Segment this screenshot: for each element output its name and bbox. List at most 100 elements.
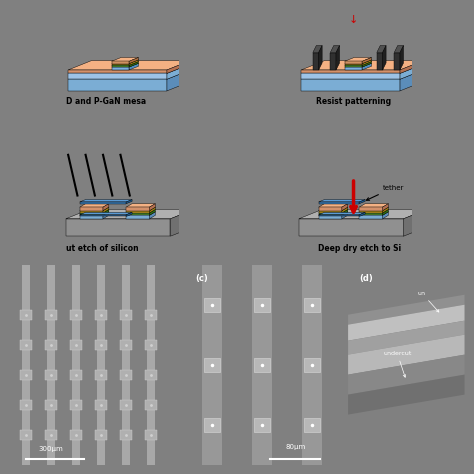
Bar	[120, 400, 132, 410]
Bar	[70, 310, 82, 319]
Bar	[252, 265, 272, 465]
Text: ↓: ↓	[349, 15, 358, 25]
Bar	[254, 298, 270, 312]
Polygon shape	[394, 46, 403, 53]
Polygon shape	[359, 210, 388, 213]
Polygon shape	[80, 204, 109, 207]
Bar	[20, 400, 32, 410]
Bar	[122, 265, 130, 465]
Polygon shape	[319, 215, 342, 219]
Polygon shape	[103, 212, 109, 219]
Polygon shape	[348, 321, 465, 355]
Bar	[254, 358, 270, 372]
Text: Resist patterning: Resist patterning	[316, 97, 391, 106]
Polygon shape	[103, 210, 109, 215]
Polygon shape	[126, 210, 155, 213]
Polygon shape	[362, 62, 372, 67]
Polygon shape	[68, 70, 167, 73]
Bar	[145, 370, 157, 380]
Polygon shape	[68, 79, 167, 91]
Polygon shape	[394, 53, 400, 70]
Polygon shape	[126, 200, 132, 204]
Bar	[303, 418, 320, 431]
Bar	[120, 429, 132, 439]
Polygon shape	[400, 70, 423, 91]
Polygon shape	[319, 210, 342, 213]
Polygon shape	[345, 64, 372, 67]
Polygon shape	[313, 46, 322, 53]
Bar	[45, 429, 57, 439]
Polygon shape	[319, 200, 365, 202]
Polygon shape	[336, 46, 339, 70]
Bar	[145, 310, 157, 319]
Polygon shape	[330, 46, 339, 53]
Polygon shape	[129, 64, 138, 70]
Polygon shape	[129, 60, 138, 65]
Bar	[204, 298, 220, 312]
Polygon shape	[80, 213, 103, 215]
Polygon shape	[319, 213, 342, 215]
Polygon shape	[126, 207, 155, 210]
Polygon shape	[80, 215, 126, 217]
Polygon shape	[167, 64, 190, 79]
Bar	[45, 400, 57, 410]
Bar	[95, 370, 107, 380]
Bar	[95, 310, 107, 319]
Polygon shape	[400, 61, 423, 73]
Polygon shape	[167, 70, 190, 91]
Bar	[95, 429, 107, 439]
Bar	[303, 358, 320, 372]
Polygon shape	[403, 210, 427, 236]
Polygon shape	[319, 204, 348, 207]
Polygon shape	[126, 212, 132, 217]
Polygon shape	[348, 335, 465, 374]
Polygon shape	[126, 204, 155, 207]
Bar	[20, 370, 32, 380]
Bar	[254, 418, 270, 431]
Polygon shape	[299, 219, 403, 236]
Polygon shape	[80, 207, 103, 210]
Polygon shape	[68, 61, 190, 70]
Bar	[22, 265, 30, 465]
Text: tether: tether	[366, 185, 404, 201]
Polygon shape	[383, 46, 386, 70]
Polygon shape	[80, 212, 132, 215]
Polygon shape	[112, 61, 129, 64]
Polygon shape	[345, 61, 362, 64]
Bar	[45, 310, 57, 319]
Polygon shape	[359, 207, 383, 210]
Polygon shape	[112, 62, 138, 65]
Polygon shape	[319, 210, 348, 213]
Bar	[145, 400, 157, 410]
Polygon shape	[383, 212, 388, 219]
Polygon shape	[383, 210, 388, 215]
Polygon shape	[345, 62, 372, 65]
Bar	[47, 265, 55, 465]
Polygon shape	[342, 207, 348, 213]
Polygon shape	[103, 204, 109, 210]
Polygon shape	[126, 207, 149, 210]
Bar	[204, 358, 220, 372]
Bar	[20, 340, 32, 350]
Polygon shape	[319, 207, 348, 210]
Polygon shape	[330, 53, 336, 70]
Polygon shape	[149, 204, 155, 210]
Polygon shape	[377, 46, 386, 53]
Polygon shape	[383, 207, 388, 213]
Bar	[45, 370, 57, 380]
Polygon shape	[359, 213, 383, 215]
Polygon shape	[149, 207, 155, 213]
Polygon shape	[362, 64, 372, 70]
Text: 300μm: 300μm	[39, 446, 64, 452]
Text: un: un	[418, 291, 439, 312]
Bar	[303, 298, 320, 312]
Bar	[202, 265, 222, 465]
Text: Deep dry etch to Si: Deep dry etch to Si	[318, 244, 401, 253]
Polygon shape	[66, 210, 194, 219]
Bar	[70, 340, 82, 350]
Bar	[95, 340, 107, 350]
Polygon shape	[301, 73, 400, 79]
Polygon shape	[126, 215, 149, 219]
Polygon shape	[348, 305, 465, 341]
Polygon shape	[345, 65, 362, 67]
